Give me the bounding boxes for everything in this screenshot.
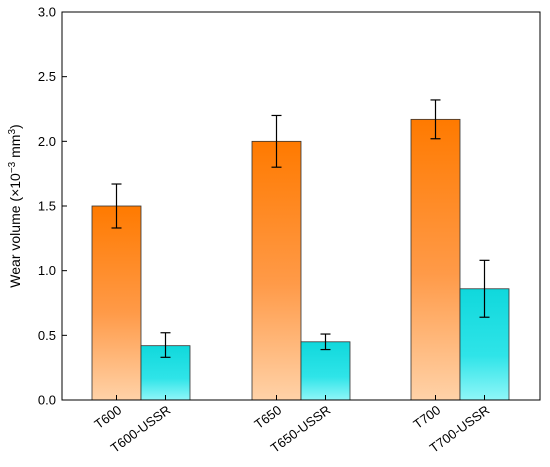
y-axis-title-unit-exp: 3 [7,129,18,135]
error-bar-t650 [271,114,282,168]
error-bar-t700 [430,99,441,140]
error-bar-t600 [111,183,122,229]
error-bar-t650-ussr [320,333,331,351]
error-bar-t600-ussr [160,332,171,358]
x-tick-label: T650 [251,402,284,432]
y-tick-label: 0.0 [38,393,56,408]
bar-t600 [91,205,142,401]
error-bars-group [111,99,490,358]
y-tick-label: 0.5 [38,328,56,343]
x-tick-label: T600 [91,402,124,432]
y-tick-label: 1.0 [38,263,56,278]
y-tick-label: 1.5 [38,199,56,214]
y-axis-ticks: 0.0 0.5 1.0 1.5 2.0 2.5 3.0 [38,5,67,408]
x-tick-label: T700 [410,402,443,432]
bar-t650 [251,140,302,401]
bar-t700 [410,118,461,401]
y-tick-label: 2.5 [38,69,56,84]
error-bar-t700-ussr [479,259,490,318]
y-axis-title-close: ) [7,124,23,129]
y-axis-title-main: Wear volume (×10 [7,173,23,288]
y-axis-title: Wear volume (×10−3 mm3) [7,124,24,287]
y-tick-label: 3.0 [38,5,56,20]
y-axis-title-exp: −3 [7,161,18,173]
bars-group [91,118,510,401]
bar-t650-ussr [300,341,351,401]
y-axis-title-unit: mm [7,135,23,162]
y-tick-label: 2.0 [38,134,56,149]
